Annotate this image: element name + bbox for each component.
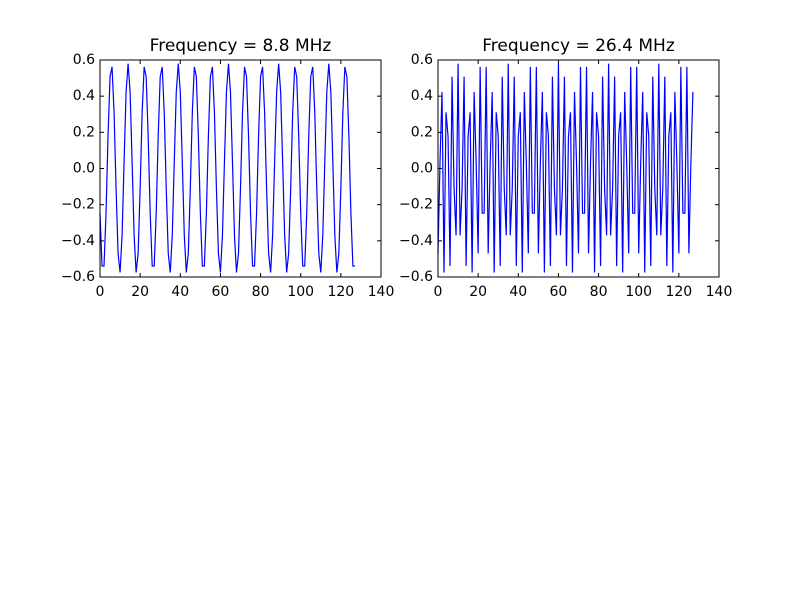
y-tick-label: −0.4 [399, 233, 433, 249]
chart-title: Frequency = 26.4 MHz [482, 36, 675, 56]
x-tick-label: 100 [287, 284, 314, 300]
y-tick-label: −0.6 [399, 269, 433, 285]
x-tick-label: 80 [590, 284, 608, 300]
x-tick-label: 80 [252, 284, 270, 300]
y-tick-label: −0.2 [399, 197, 433, 213]
y-tick-label: 0.6 [411, 52, 433, 68]
y-tick-label: −0.4 [61, 233, 95, 249]
x-tick-label: 20 [469, 284, 487, 300]
x-tick-label: 60 [212, 284, 230, 300]
y-tick-label: −0.2 [61, 197, 95, 213]
y-tick-label: 0.0 [73, 161, 95, 177]
y-tick-label: −0.6 [61, 269, 95, 285]
x-tick-label: 100 [625, 284, 652, 300]
x-tick-label: 120 [327, 284, 354, 300]
line-series [99, 63, 355, 273]
x-tick-label: 0 [96, 284, 105, 300]
x-tick-label: 120 [665, 284, 692, 300]
x-tick-label: 140 [706, 284, 733, 300]
y-tick-label: 0.4 [411, 88, 433, 104]
x-tick-label: 40 [171, 284, 189, 300]
y-tick-label: 0.2 [411, 124, 433, 140]
y-tick-label: 0.4 [73, 88, 95, 104]
y-tick-label: 0.2 [73, 124, 95, 140]
x-tick-label: 140 [368, 284, 395, 300]
x-tick-label: 60 [550, 284, 568, 300]
x-tick-label: 40 [509, 284, 527, 300]
y-tick-label: 0.0 [411, 161, 433, 177]
x-tick-label: 0 [434, 284, 443, 300]
chart-title: Frequency = 8.8 MHz [150, 36, 332, 56]
line-series [437, 63, 694, 273]
x-tick-label: 20 [131, 284, 149, 300]
y-tick-label: 0.6 [73, 52, 95, 68]
